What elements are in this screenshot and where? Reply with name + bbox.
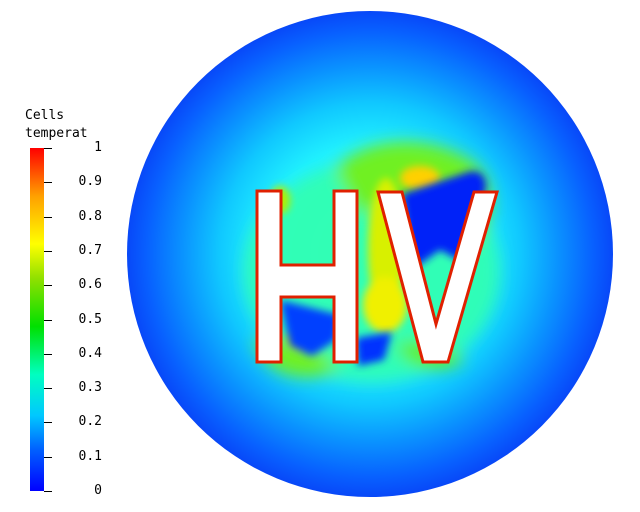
colorbar-tick-label: 0.8 (78, 209, 102, 224)
colorbar-tick (44, 217, 52, 218)
colorbar-tick (44, 457, 52, 458)
colorbar-tick-label: 0.9 (78, 174, 102, 189)
colorbar-tick (44, 320, 52, 321)
colorbar-tick (44, 285, 52, 286)
colorbar-tick (44, 354, 52, 355)
colorbar-tick-label: 0.4 (78, 346, 102, 361)
hv-shape (255, 189, 499, 364)
colorbar-tick-label: 1 (94, 140, 102, 155)
colorbar-tick-label: 0.5 (78, 312, 102, 327)
colorbar-tick (44, 148, 52, 149)
colorbar-tick-label: 0.7 (78, 243, 102, 258)
legend-title-line-2: temperat (25, 126, 88, 141)
legend-title-line-1: Cells (25, 108, 65, 123)
colorbar-tick-label: 0 (94, 483, 102, 498)
colorbar-tick (44, 422, 52, 423)
colorbar-tick (44, 388, 52, 389)
colorbar-tick (44, 491, 52, 492)
colorbar-tick (44, 182, 52, 183)
colorbar-tick (44, 251, 52, 252)
h-letter (255, 189, 359, 364)
colorbar-tick-label: 0.1 (78, 449, 102, 464)
colorbar (30, 148, 44, 491)
v-letter (376, 190, 499, 364)
colorbar-tick-label: 0.3 (78, 380, 102, 395)
cold-pockets (280, 171, 487, 366)
colorbar-tick-label: 0.6 (78, 277, 102, 292)
colorbar-tick-label: 0.2 (78, 414, 102, 429)
